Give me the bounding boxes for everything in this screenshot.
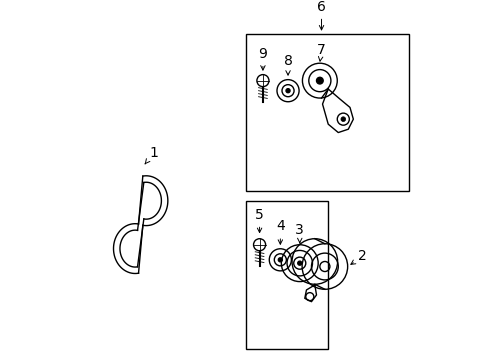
Circle shape — [340, 117, 345, 121]
Text: 9: 9 — [258, 47, 267, 70]
Text: 5: 5 — [255, 208, 264, 233]
Text: 3: 3 — [295, 223, 304, 243]
Bar — [245, 34, 408, 191]
Text: 4: 4 — [275, 219, 284, 244]
Text: 6: 6 — [316, 0, 325, 30]
Circle shape — [297, 261, 301, 265]
Text: 2: 2 — [350, 249, 366, 264]
Circle shape — [278, 258, 282, 262]
Text: 8: 8 — [283, 54, 292, 75]
Circle shape — [316, 77, 323, 84]
Bar — [245, 201, 327, 348]
Circle shape — [285, 89, 289, 93]
Text: 7: 7 — [317, 44, 325, 61]
Text: 1: 1 — [145, 146, 158, 164]
